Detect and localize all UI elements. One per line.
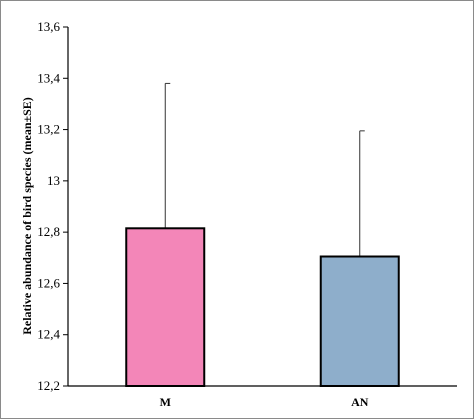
y-tick-label: 12,6 xyxy=(37,275,60,290)
bars xyxy=(125,82,400,387)
bar xyxy=(125,227,206,387)
y-axis-title: Relative abundance of bird species (mean… xyxy=(20,97,34,335)
y-tick-label: 13,4 xyxy=(37,70,60,85)
y-tick-label: 12,2 xyxy=(37,378,60,393)
x-category-label: M xyxy=(160,395,171,409)
x-category-label: AN xyxy=(351,395,369,409)
labels: 12,2 12,4 12,6 12,8 13 13,2 13,4 13,6 M AN xyxy=(37,19,368,409)
y-tick-label: 12,4 xyxy=(37,327,60,342)
y-tick-label: 13 xyxy=(47,173,60,188)
y-tick-label: 13,2 xyxy=(37,122,60,137)
y-tick-label: 13,6 xyxy=(37,19,60,34)
bar xyxy=(319,255,400,387)
y-tick-label: 12,8 xyxy=(37,224,60,239)
